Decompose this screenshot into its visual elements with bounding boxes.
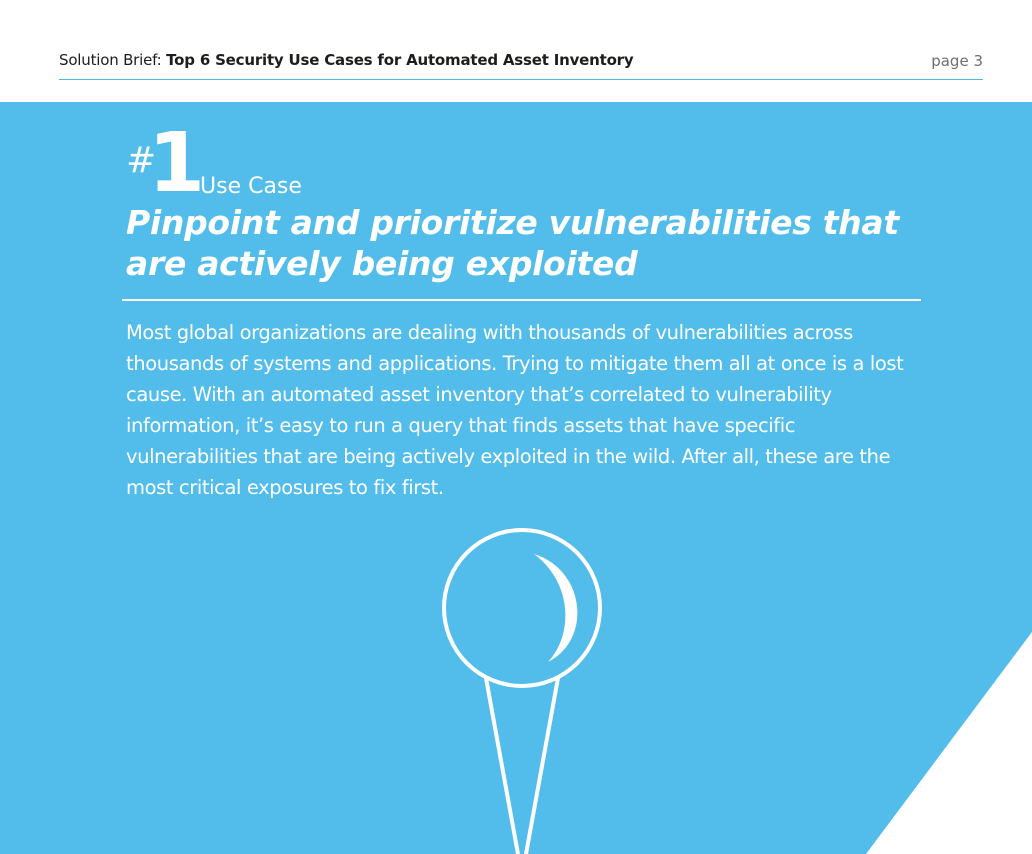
push-pin-icon: [442, 528, 602, 854]
corner-triangle: [866, 632, 1032, 854]
corner-shape: [866, 632, 1032, 854]
use-case-headline: Pinpoint and prioritize vulnerabilities …: [126, 203, 899, 283]
page-number: page 3: [931, 52, 983, 70]
document-title: Solution Brief: Top 6 Security Use Cases…: [59, 51, 634, 69]
use-case-number: 1: [148, 116, 205, 211]
title-text: Top 6 Security Use Cases for Automated A…: [166, 51, 634, 69]
use-case-label: Use Case: [200, 174, 302, 199]
use-case-panel: # 1 Use Case Pinpoint and prioritize vul…: [0, 102, 1032, 854]
headline-divider: [122, 299, 921, 301]
title-prefix: Solution Brief:: [59, 51, 167, 69]
page-header: Solution Brief: Top 6 Security Use Cases…: [0, 0, 1032, 102]
hash-symbol: #: [126, 140, 157, 181]
use-case-body: Most global organizations are dealing wi…: [126, 321, 904, 499]
header-divider: [59, 79, 983, 80]
